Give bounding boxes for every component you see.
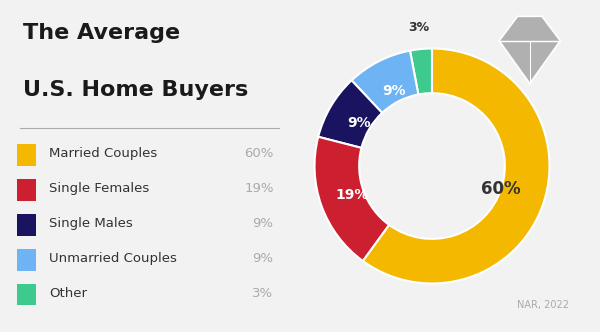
Wedge shape [410,48,432,95]
Text: The Average: The Average [23,23,180,43]
Text: 60%: 60% [481,180,521,198]
FancyBboxPatch shape [17,214,36,236]
FancyBboxPatch shape [17,144,36,166]
Text: 3%: 3% [409,22,430,35]
Polygon shape [499,16,560,84]
Wedge shape [314,137,389,261]
Text: 9%: 9% [347,116,371,130]
Text: Single Males: Single Males [49,217,133,230]
Wedge shape [352,50,418,113]
Text: 9%: 9% [382,84,406,98]
Text: U.S. Home Buyers: U.S. Home Buyers [23,80,248,100]
Wedge shape [363,48,550,284]
Text: Single Females: Single Females [49,182,149,195]
Text: Unmarried Couples: Unmarried Couples [49,252,177,265]
Text: 60%: 60% [244,147,274,160]
Text: 9%: 9% [253,252,274,265]
Text: NAR, 2022: NAR, 2022 [517,299,569,309]
Text: 19%: 19% [244,182,274,195]
FancyBboxPatch shape [17,249,36,271]
FancyBboxPatch shape [17,179,36,201]
Text: Married Couples: Married Couples [49,147,157,160]
Text: 19%: 19% [336,188,369,202]
Text: Other: Other [49,287,87,300]
Text: 3%: 3% [253,287,274,300]
Text: 9%: 9% [253,217,274,230]
FancyBboxPatch shape [17,284,36,305]
Wedge shape [318,80,382,148]
